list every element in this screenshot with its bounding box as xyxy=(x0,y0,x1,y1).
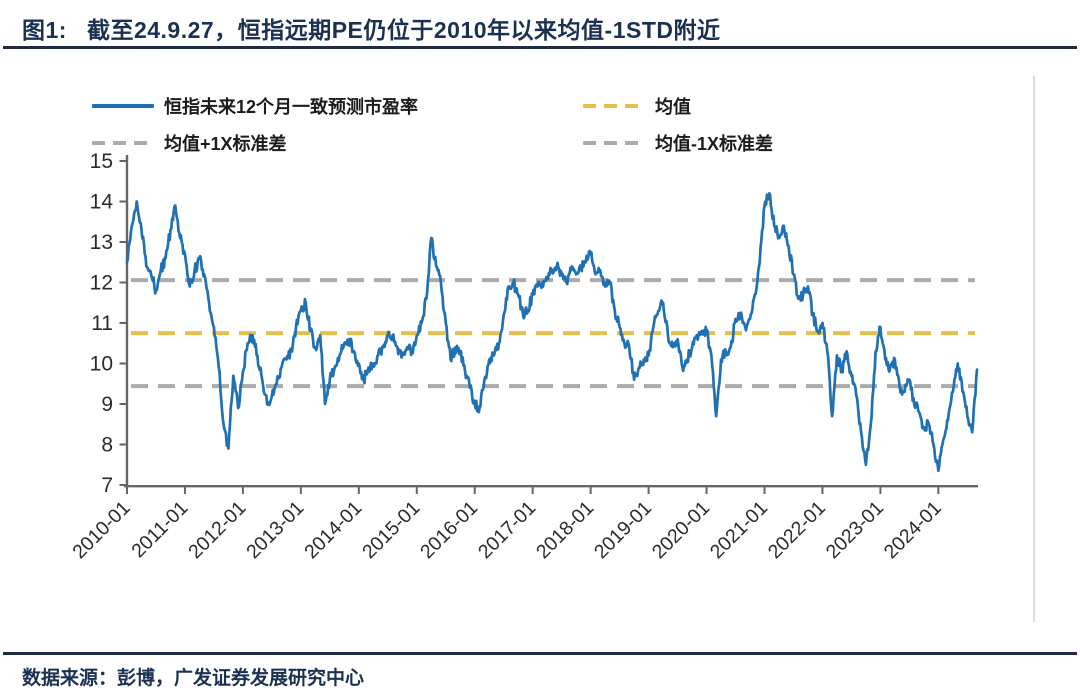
x-tick-label: 2021-01 xyxy=(706,497,772,563)
x-tick-label: 2023-01 xyxy=(822,497,888,563)
figure-label: 图1: xyxy=(22,17,67,43)
y-tick-label: 10 xyxy=(90,353,113,376)
y-tick-label: 8 xyxy=(101,434,113,457)
x-tick-label: 2016-01 xyxy=(416,497,482,563)
figure-title-text: 截至24.9.27，恒指远期PE仍位于2010年以来均值-1STD附近 xyxy=(86,17,721,43)
legend-label-mean: 均值 xyxy=(655,97,691,117)
x-tick-label: 2018-01 xyxy=(532,497,598,563)
y-tick-label: 12 xyxy=(90,272,113,295)
title-divider xyxy=(3,46,1077,49)
x-tick-label: 2010-01 xyxy=(68,497,134,563)
x-tick-label: 2011-01 xyxy=(127,497,192,562)
minus1std-dash-swatch-icon xyxy=(583,140,645,146)
footer-divider xyxy=(3,652,1077,655)
y-tick-label: 7 xyxy=(101,474,113,497)
y-tick-label: 11 xyxy=(91,312,113,335)
y-tick-label: 9 xyxy=(101,393,113,416)
source-note: 数据来源：彭博，广发证券发展研究中心 xyxy=(22,668,365,689)
x-tick-label: 2017-01 xyxy=(474,497,540,563)
legend-label-series: 恒指未来12个月一致预测市盈率 xyxy=(164,97,419,117)
x-tick-label: 2019-01 xyxy=(590,497,656,563)
legend-label-plus1std: 均值+1X标准差 xyxy=(164,134,287,154)
legend-item-plus1std: 均值+1X标准差 xyxy=(92,130,287,156)
x-tick-label: 2013-01 xyxy=(242,497,308,563)
legend-label-minus1std: 均值-1X标准差 xyxy=(655,134,774,154)
x-tick-label: 2020-01 xyxy=(648,497,714,563)
axes xyxy=(124,155,978,488)
legend-item-series: 恒指未来12个月一致预测市盈率 xyxy=(92,93,418,119)
x-tick-label: 2014-01 xyxy=(300,497,366,563)
mean-dash-swatch-icon xyxy=(583,103,645,109)
x-tick-label: 2015-01 xyxy=(358,497,424,563)
page-title: 图1: 截至24.9.27，恒指远期PE仍位于2010年以来均值-1STD附近 xyxy=(22,11,721,45)
y-tick-label: 13 xyxy=(90,231,113,254)
legend-item-minus1std: 均值-1X标准差 xyxy=(583,130,773,156)
legend-item-mean: 均值 xyxy=(583,93,691,119)
x-tick-label: 2012-01 xyxy=(184,497,250,563)
y-tick-label: 14 xyxy=(90,191,114,214)
series-line-swatch-icon xyxy=(92,103,154,109)
plus1std-dash-swatch-icon xyxy=(92,140,154,146)
x-tick-label: 2022-01 xyxy=(764,497,830,563)
x-tick-label: 2024-01 xyxy=(880,497,946,563)
pe-series-line xyxy=(125,192,979,473)
